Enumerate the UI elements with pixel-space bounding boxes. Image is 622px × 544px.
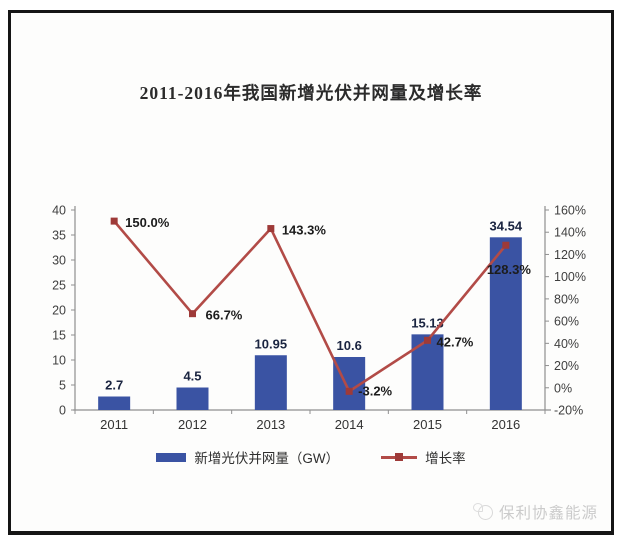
brand-watermark: 保利协鑫能源 (472, 501, 598, 523)
growth-value-label: -3.2% (358, 383, 392, 398)
growth-value-label: 128.3% (487, 262, 532, 277)
left-axis-tick-label: 10 (52, 354, 66, 368)
bar-value-label: 10.95 (255, 336, 288, 351)
growth-value-label: 150.0% (125, 215, 170, 230)
right-axis-tick-label: 40% (554, 337, 579, 351)
right-axis-tick-label: 20% (554, 359, 579, 373)
x-axis-category-label: 2016 (491, 417, 520, 432)
growth-value-label: 66.7% (206, 308, 243, 323)
brand-logo-icon (472, 503, 493, 521)
growth-marker-2016 (502, 241, 510, 249)
legend-item-bar: 新增光伏并网量（GW） (156, 447, 339, 467)
chart-legend: 新增光伏并网量（GW） 增长率 (0, 447, 622, 467)
right-axis-tick-label: 100% (554, 270, 586, 284)
x-axis-category-label: 2015 (413, 417, 442, 432)
legend-bar-label: 新增光伏并网量（GW） (194, 451, 340, 466)
legend-line-label: 增长率 (425, 451, 466, 466)
left-axis-tick-label: 0 (59, 404, 66, 418)
growth-marker-2013 (267, 225, 275, 233)
right-axis-tick-label: 140% (554, 226, 586, 240)
x-axis-category-label: 2011 (100, 417, 128, 432)
growth-marker-2014 (345, 387, 353, 395)
brand-watermark-text: 保利协鑫能源 (498, 505, 598, 522)
growth-value-label: 143.3% (282, 223, 327, 238)
bar-value-label: 10.6 (337, 338, 362, 353)
chart-title: 2011-2016年我国新增光伏并网量及增长率 (139, 83, 483, 103)
left-axis-tick-label: 5 (59, 379, 66, 393)
left-axis-tick-label: 30 (52, 254, 66, 268)
growth-marker-2015 (424, 336, 431, 344)
x-axis-category-label: 2014 (335, 417, 364, 432)
growth-marker-2011 (110, 217, 118, 225)
right-axis-tick-label: 160% (554, 204, 586, 218)
growth-value-label: 42.7% (437, 334, 474, 349)
right-axis-tick-label: 80% (554, 292, 579, 306)
x-axis-category-label: 2013 (256, 417, 285, 432)
right-axis-tick-label: 120% (554, 248, 586, 262)
bar-2011 (98, 396, 131, 410)
left-axis-tick-label: 25 (52, 279, 66, 293)
right-axis-tick-label: 60% (554, 315, 579, 329)
left-axis-tick-label: 15 (52, 329, 66, 343)
bar-value-label: 15.13 (411, 315, 444, 330)
right-axis-tick-label: -20% (554, 404, 583, 418)
bar-value-label: 2.7 (105, 378, 123, 393)
left-axis-tick-label: 40 (52, 204, 66, 218)
right-axis-tick-label: 0% (554, 381, 572, 395)
left-axis-tick-label: 20 (52, 304, 66, 318)
x-axis-category-label: 2012 (178, 417, 207, 432)
bar-2012 (176, 387, 209, 410)
line-swatch-marker (395, 452, 404, 461)
growth-marker-2012 (189, 310, 196, 318)
line-series-swatch-icon (381, 452, 418, 462)
growth-line (113, 220, 507, 394)
bar-value-label: 4.5 (183, 369, 201, 384)
bar-value-label: 34.54 (490, 218, 523, 233)
bar-series-swatch-icon (156, 452, 187, 462)
bar-2016 (489, 237, 522, 410)
left-axis-tick-label: 35 (52, 229, 66, 243)
bar-2013 (254, 355, 287, 410)
legend-item-line: 增长率 (381, 447, 466, 467)
